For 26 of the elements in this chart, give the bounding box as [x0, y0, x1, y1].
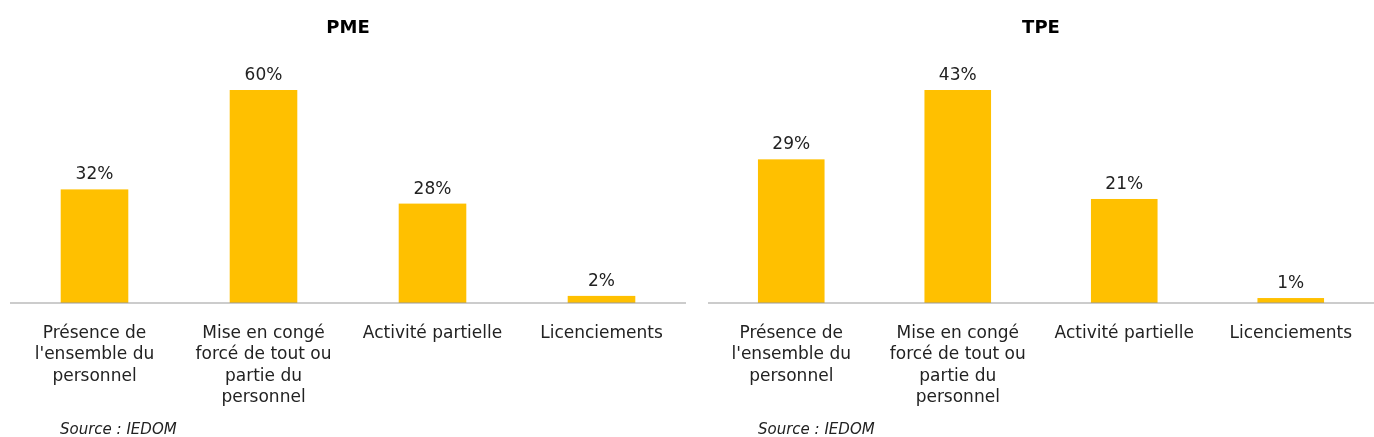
bar: [60, 189, 129, 303]
source-note: Source : IEDOM: [758, 420, 875, 437]
data-label: 21%: [1105, 172, 1144, 193]
x-tick-label: Activité partielle: [362, 322, 503, 342]
x-tick-label: Mise en congé forcé de tout ou partie du personnel: [195, 322, 332, 406]
data-label: 29%: [772, 133, 811, 154]
x-tick-label: Licenciements: [1229, 322, 1353, 342]
x-tick-label: Activité partielle: [1054, 322, 1194, 342]
data-label: 43%: [938, 64, 977, 84]
bar: [229, 90, 298, 303]
data-label: 60%: [244, 64, 283, 84]
data-label: 1%: [1277, 272, 1305, 293]
data-label: 28%: [413, 177, 452, 198]
data-label: 32%: [75, 163, 114, 184]
chart-title: PME: [326, 16, 370, 37]
bar: [924, 90, 992, 303]
x-tick-label: Présence de l'ensemble du personnel: [731, 322, 851, 385]
chart-title: TPE: [1022, 16, 1060, 37]
x-tick-label: Licenciements: [540, 322, 663, 342]
source-note: Source : IEDOM: [60, 420, 177, 437]
x-tick-label: Présence de l'ensemble du personnel: [34, 322, 155, 385]
bar: [398, 203, 467, 303]
data-label: 2%: [588, 269, 615, 290]
x-tick-label: Mise en congé forcé de tout ou partie du personnel: [889, 322, 1026, 406]
bar: [757, 159, 825, 303]
bar: [1090, 198, 1158, 303]
